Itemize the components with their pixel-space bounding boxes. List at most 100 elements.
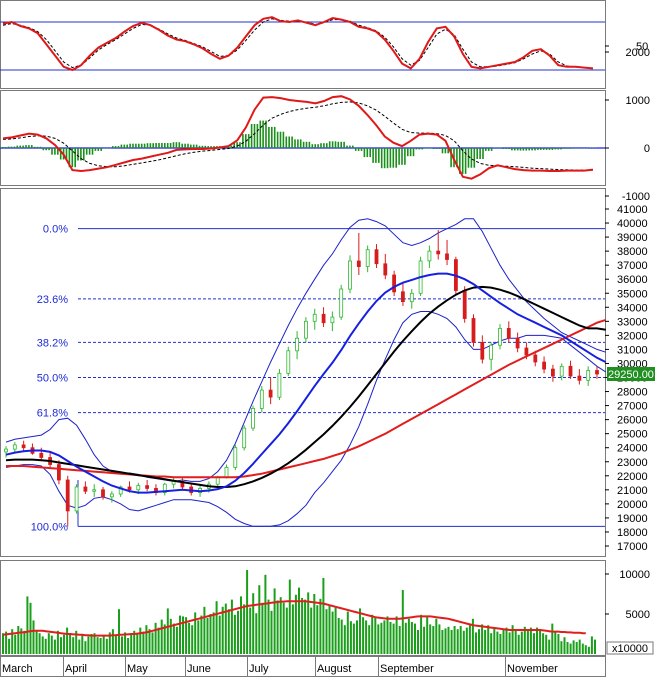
macd-histogram-bar: [366, 148, 369, 158]
macd-histogram-bar: [418, 148, 421, 150]
macd-histogram-bar: [447, 148, 449, 154]
bollinger-lower-band: [5, 311, 607, 527]
volume-bar: [349, 621, 352, 654]
volume-bar: [191, 625, 194, 654]
volume-bar: [377, 624, 380, 654]
volume-bar: [20, 628, 23, 654]
volume-bar: [569, 643, 572, 654]
candle-down: [595, 370, 599, 375]
volume-bar: [240, 596, 242, 654]
price-tick-label: 25000: [617, 429, 648, 441]
candle-up: [277, 372, 282, 398]
volume-bar: [197, 620, 200, 654]
volume-bar: [160, 619, 163, 654]
macd-histogram-bar: [45, 148, 47, 151]
volume-bar: [398, 626, 401, 654]
volume-bar: [252, 593, 255, 654]
macd-histogram-bar: [161, 143, 163, 148]
volume-bar: [41, 636, 44, 654]
panel-border: [0, 560, 606, 656]
volume-bar: [572, 640, 575, 654]
price-tick-label: 34000: [617, 302, 648, 314]
macd-histogram-bar: [25, 145, 27, 148]
candle-down: [268, 389, 273, 398]
volume-bar: [575, 642, 578, 654]
macd-histogram-bar: [476, 148, 478, 159]
macd-tick-label: 1000: [626, 95, 650, 107]
volume-bar: [438, 624, 441, 654]
price-tick-label: 39000: [617, 232, 648, 244]
candle-up: [427, 250, 432, 262]
macd-histogram-bar: [85, 148, 88, 155]
volume-bar: [475, 632, 477, 654]
volume-bar: [90, 634, 93, 654]
price-tick-label: 18000: [617, 527, 648, 539]
macd-histogram-bar: [271, 126, 273, 148]
volume-bar: [362, 617, 365, 654]
macd-histogram-bar: [2, 147, 4, 148]
candle-down: [542, 361, 546, 370]
volume-bar: [294, 594, 297, 654]
volume-bar: [255, 613, 258, 654]
macd-histogram-bar: [114, 146, 117, 148]
volume-unit-label: x10000: [612, 643, 648, 655]
macd-tick-label: 0: [644, 143, 650, 155]
candle-down: [374, 249, 379, 265]
volume-bar: [111, 629, 114, 654]
volume-bar: [310, 607, 313, 654]
candle-up: [12, 444, 17, 450]
macd-histogram-bar: [146, 143, 149, 148]
macd-histogram-bar: [528, 148, 530, 151]
volume-bar: [322, 578, 325, 654]
macd-histogram-bar: [551, 148, 554, 150]
macd-histogram-bar: [51, 148, 53, 155]
macd-histogram-bar: [282, 131, 285, 148]
macd-histogram-bar: [314, 144, 316, 148]
volume-bar: [563, 637, 566, 654]
volume-bar: [75, 630, 78, 654]
macd-histogram-bar: [77, 148, 79, 161]
candle-down: [515, 337, 520, 349]
volume-bar: [249, 607, 252, 654]
volume-bar: [172, 623, 175, 654]
macd-histogram-bar: [126, 144, 128, 148]
volume-bar: [29, 602, 32, 654]
volume-bar: [581, 643, 584, 654]
macd-histogram-bar: [519, 148, 522, 151]
macd-histogram-bar: [210, 146, 212, 148]
volume-bar: [337, 618, 340, 654]
volume-bar: [5, 631, 8, 654]
price-tick-label: 36000: [617, 274, 648, 286]
macd-histogram-bar: [276, 131, 279, 148]
macd-histogram-bar: [487, 148, 490, 151]
volume-bar: [459, 626, 462, 654]
volume-bar: [590, 636, 593, 654]
volume-bar: [533, 633, 535, 654]
volume-bar: [316, 605, 319, 654]
volume-bar: [188, 622, 191, 654]
volume-bar: [539, 630, 542, 654]
ma20-line: [5, 272, 607, 494]
macd-histogram-bar: [129, 143, 131, 148]
macd-histogram-bar: [120, 144, 123, 148]
macd-histogram-bar: [201, 145, 204, 148]
candle-up: [118, 486, 123, 495]
volume-bar: [313, 594, 316, 654]
volume-bar: [136, 634, 139, 654]
price-tick-label: 32000: [617, 330, 648, 342]
macd-histogram-bar: [534, 148, 536, 151]
volume-bar: [230, 599, 233, 654]
last-price-label: 29250.00: [608, 369, 654, 381]
macd-histogram-bar: [320, 143, 322, 148]
volume-bar: [499, 634, 502, 654]
candle-up: [559, 365, 564, 377]
volume-bar: [468, 625, 471, 654]
candle-up: [586, 370, 591, 381]
macd-histogram-bar: [424, 148, 426, 149]
macd-histogram-bar: [592, 147, 594, 148]
volume-bar: [203, 606, 206, 654]
macd-histogram-bar: [334, 141, 337, 148]
macd-histogram-bar: [493, 147, 496, 148]
macd-histogram-bar: [479, 148, 481, 159]
